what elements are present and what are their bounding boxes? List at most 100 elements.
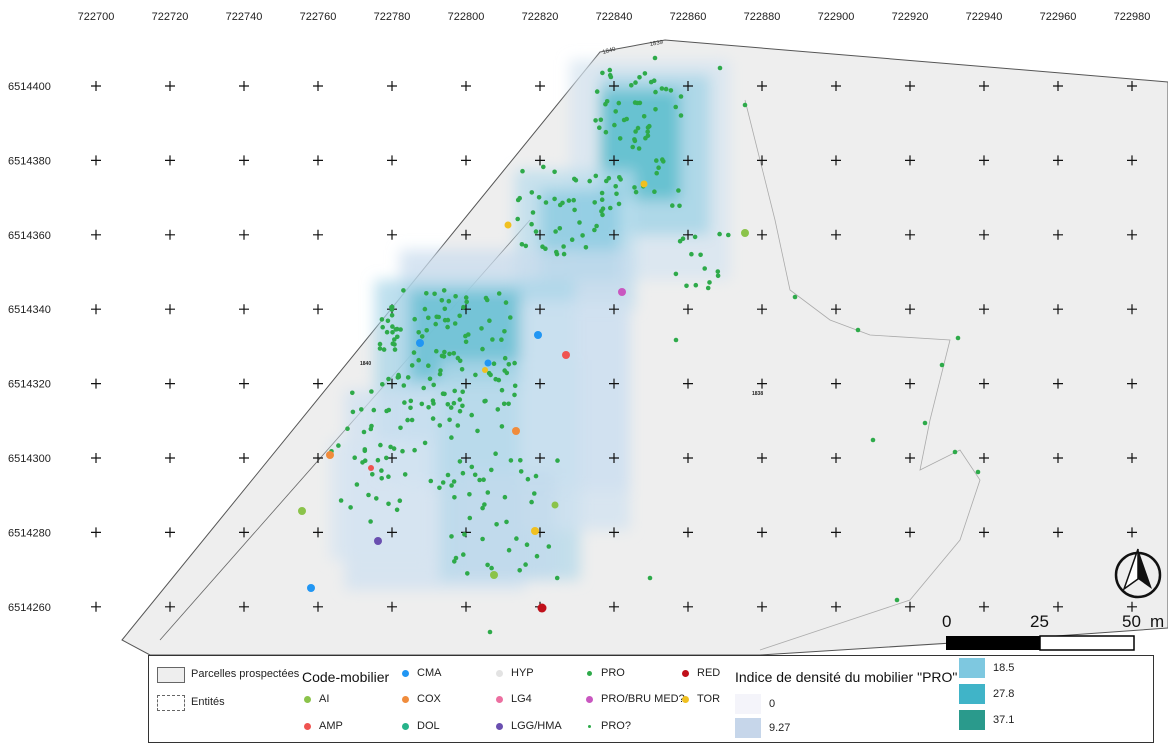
pro-point: [525, 476, 531, 482]
parcel-label: 1838: [752, 391, 763, 397]
pro-point: [467, 515, 473, 521]
pro-point: [894, 597, 900, 603]
grid-cross: [1053, 378, 1063, 389]
pro-point: [390, 330, 395, 335]
grid-cross: [831, 229, 841, 240]
x-tick-label: 722960: [1040, 11, 1077, 23]
pro-point: [464, 299, 470, 305]
pro-point: [532, 491, 537, 496]
grid-cross: [1127, 81, 1137, 91]
pro-point: [608, 205, 613, 211]
entity-swatch: [157, 695, 185, 711]
x-tick-label: 722940: [966, 11, 1003, 23]
legend-swatch: [495, 669, 503, 677]
pro-point: [613, 109, 618, 114]
pro-point: [408, 398, 414, 404]
pro-point: [433, 321, 439, 327]
pro-point: [529, 499, 534, 505]
pro-point: [469, 412, 475, 418]
pro-point: [461, 304, 466, 310]
grid-cross: [757, 304, 767, 315]
x-tick-label: 722920: [892, 11, 929, 23]
pro-point: [630, 144, 635, 150]
grid-cross: [461, 229, 471, 240]
pro-point: [490, 337, 495, 342]
grid-cross: [1053, 527, 1063, 538]
grid-cross: [683, 601, 693, 612]
scale-label-25: 25: [1030, 612, 1049, 631]
pro-point: [440, 480, 446, 485]
pro-point: [451, 351, 457, 356]
y-tick-label: 6514300: [8, 453, 51, 465]
grid-cross: [979, 601, 989, 612]
grid-cross: [757, 229, 767, 240]
pro-point: [436, 314, 442, 320]
pro-point: [463, 295, 469, 300]
grid-cross: [1127, 378, 1137, 389]
pro-point: [390, 324, 395, 329]
pro-point: [359, 407, 364, 412]
pro-point: [361, 429, 367, 435]
y-tick-label: 6514400: [8, 81, 51, 93]
pro-point: [379, 476, 385, 481]
pro-point: [659, 86, 665, 91]
pro-point: [676, 188, 681, 193]
legend-density-title: Indice de densité du mobilier "PRO": [735, 669, 958, 685]
legend-code-label: LGG/HMA: [511, 720, 562, 732]
grid-cross: [313, 601, 323, 612]
pro-point: [377, 346, 383, 351]
legend-code-label: RED: [697, 667, 721, 679]
grid-cross: [91, 155, 101, 166]
pro-point: [598, 117, 604, 123]
y-axis-labels: 6514400 6514380 6514360 6514340 6514320 65143…: [8, 81, 51, 614]
density-swatch: [735, 718, 761, 738]
pro-point: [632, 137, 637, 142]
pro-point: [557, 226, 563, 231]
pro-point: [482, 399, 487, 404]
grid-cross: [831, 453, 841, 463]
pro-point: [561, 251, 567, 257]
grid-cross: [91, 453, 101, 463]
pro-point: [446, 298, 452, 304]
pro-point: [475, 428, 480, 434]
pro-point: [484, 297, 490, 303]
grid-cross: [979, 81, 989, 91]
pro-point: [715, 273, 721, 279]
pro-point: [402, 472, 408, 477]
scale-unit: m: [1150, 612, 1164, 631]
pro-point: [390, 341, 396, 347]
pro-point: [469, 464, 475, 470]
pro-point: [541, 164, 546, 170]
pro-point: [553, 229, 558, 234]
artifact-point: [490, 571, 498, 579]
pro-point: [599, 209, 604, 214]
y-tick-label: 6514340: [8, 304, 51, 316]
coordinate-grid: [91, 81, 1137, 612]
parcel-label: 1839: [649, 40, 664, 48]
pro-point: [499, 337, 504, 343]
grid-cross: [683, 527, 693, 538]
x-tick-label: 722980: [1114, 11, 1151, 23]
pro-point: [502, 494, 508, 500]
pro-point: [508, 315, 513, 320]
grid-cross: [387, 378, 397, 389]
grid-cross: [1053, 601, 1063, 612]
pro-point: [922, 420, 928, 426]
grid-cross: [313, 453, 323, 463]
pro-point: [600, 70, 605, 76]
x-tick-label: 722840: [596, 11, 633, 23]
pro-point: [493, 451, 498, 457]
artifact-point: [326, 451, 334, 459]
pro-point: [587, 178, 592, 184]
artifact-point: [374, 537, 382, 545]
pro-point: [412, 316, 418, 322]
legend-code-label: HYP: [511, 667, 534, 679]
artifact-point: [562, 351, 570, 359]
legend-code-label: TOR: [697, 693, 721, 705]
pro-point: [487, 318, 492, 324]
pro-point: [480, 536, 485, 542]
pro-point: [546, 544, 552, 549]
y-tick-label: 6514320: [8, 379, 51, 391]
grid-cross: [239, 304, 249, 315]
